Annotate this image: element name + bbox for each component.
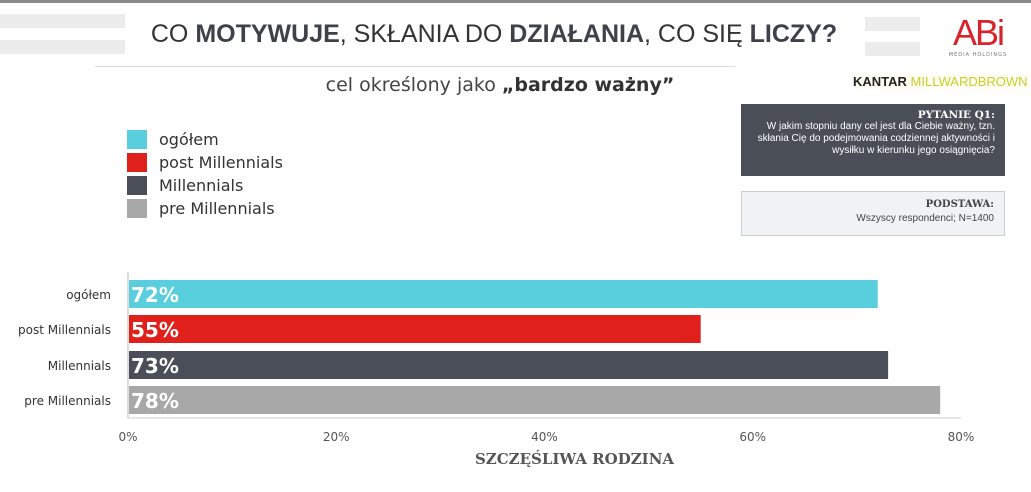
title-segment: , CO SIĘ [644,20,750,48]
title-segment: LICZY? [749,20,838,48]
base-heading: PODSTAWA: [925,199,994,210]
x-tick-label: 0% [118,430,137,444]
question-box: PYTANIE Q1: W jakim stopniu dany cel jest… [741,104,1005,176]
millward-text: MILLWARDBROWN [910,74,1028,89]
divider [95,66,735,67]
bar [129,386,941,414]
decor-stripe [865,42,920,56]
kantar-logo: KANTAR MILLWARDBROWN [853,74,1028,90]
legend-item: ogółem [127,128,283,151]
decor-stripe [0,40,125,54]
legend-label: ogółem [159,130,219,149]
legend: ogółem post Millennials Millennials pre … [127,128,283,220]
bar [129,280,878,308]
legend-swatch [127,153,147,172]
kantar-text: KANTAR [853,74,907,89]
question-text: W jakim stopniu dany cel jest dla Ciebie… [757,121,995,156]
abi-logo-text: ABi [952,12,1005,53]
x-tick-label: 20% [323,430,350,444]
title-segment: CO [150,20,196,48]
data-label: 78% [131,389,179,413]
data-label: 72% [131,283,179,307]
data-label: 73% [131,354,179,378]
legend-label: post Millennials [159,153,283,172]
x-tick-label: 80% [948,430,975,444]
category-label: Millennials [48,359,111,373]
data-label: 55% [131,318,179,342]
abi-logo: ABi MEDIA HOLDINGS [948,14,1008,64]
bar [129,351,889,379]
top-border [0,0,1031,3]
abi-logo-sub: MEDIA HOLDINGS [948,52,1008,58]
bar [129,315,701,343]
bar-chart: ogółem 72% post Millennials 55% Millennials 7… [18,272,975,468]
legend-swatch [127,199,147,218]
legend-item: Millennials [127,174,283,197]
subtitle-emphasis: „bardzo ważny” [501,74,675,96]
x-tick-label: 40% [531,430,558,444]
subtitle-text: cel określony jako [325,74,502,96]
category-label: post Millennials [18,323,111,337]
x-tick-label: 60% [739,430,766,444]
legend-label: pre Millennials [159,199,275,218]
legend-label: Millennials [159,176,244,195]
page-subtitle: cel określony jako „bardzo ważny” [240,74,760,96]
legend-item: pre Millennials [127,197,283,220]
x-axis-label: SZCZĘŚLIWA RODZINA [475,450,674,468]
legend-item: post Millennials [127,151,283,174]
title-segment: , SKŁANIA DO [339,20,510,48]
legend-swatch [127,130,147,149]
base-box: PODSTAWA: Wszyscy respondenci; N=1400 [741,191,1005,236]
legend-swatch [127,176,147,195]
category-label: pre Millennials [24,394,111,408]
category-label: ogółem [66,288,111,302]
base-text: Wszyscy respondenci; N=1400 [856,213,994,224]
title-segment: MOTYWUJE [195,20,340,48]
page-title: CO MOTYWUJE, SKŁANIA DO DZIAŁANIA, CO SI… [128,14,860,54]
decor-stripe [0,14,125,28]
question-heading: PYTANIE Q1: [917,109,995,121]
title-segment: DZIAŁANIA [509,20,645,48]
decor-stripe [865,17,920,31]
